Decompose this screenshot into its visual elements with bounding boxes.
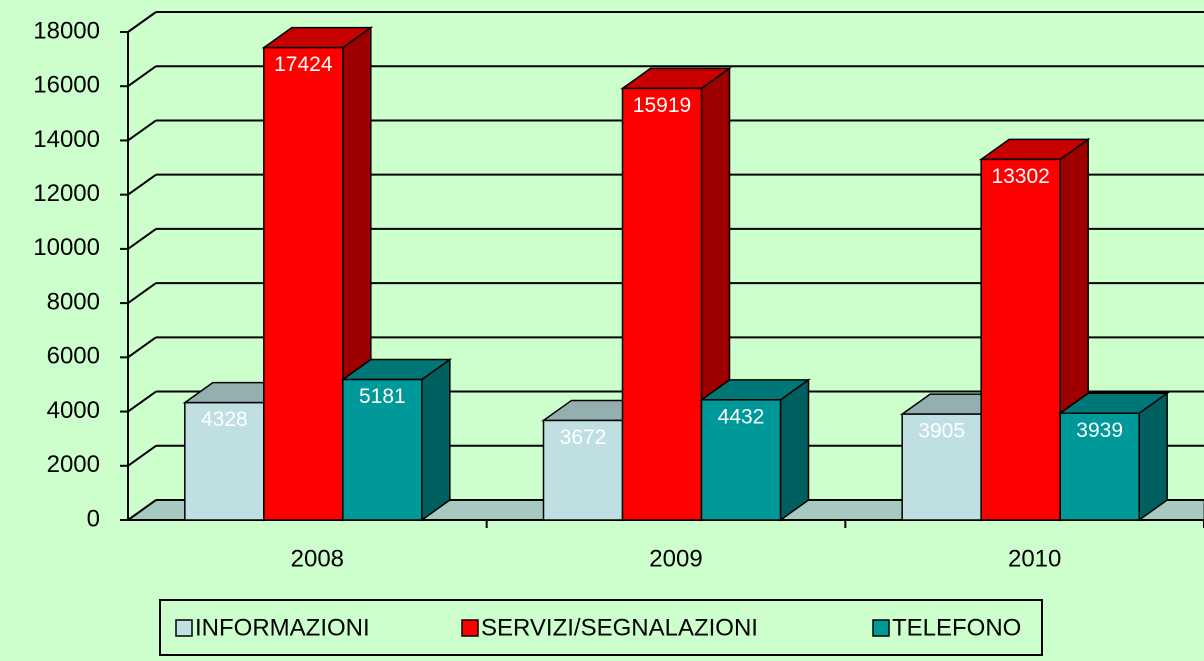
grid-diagonal	[127, 336, 157, 359]
data-label: 17424	[274, 53, 333, 76]
bar-side	[1138, 391, 1168, 522]
y-tick-label: 2000	[47, 451, 100, 478]
bar	[980, 158, 1061, 521]
grid-diagonal	[127, 173, 157, 196]
data-label: 3939	[1076, 419, 1123, 442]
data-label: 5181	[359, 385, 406, 408]
legend-swatch	[175, 619, 193, 637]
grid-diagonal	[127, 282, 157, 304]
y-tick-label: 6000	[47, 343, 100, 370]
data-label: 4328	[201, 408, 248, 431]
bar-side	[421, 358, 451, 522]
legend-box	[159, 599, 1043, 656]
data-label: 3905	[918, 420, 965, 443]
y-tick-label: 12000	[33, 180, 100, 207]
bar	[621, 87, 703, 521]
x-tick-label: 2009	[649, 545, 702, 572]
data-label: 15919	[633, 94, 691, 117]
legend-swatch	[872, 619, 890, 637]
data-label: 13302	[991, 165, 1049, 188]
grid-diagonal	[127, 11, 157, 33]
legend-label: TELEFONO	[892, 614, 1021, 641]
y-tick-label: 18000	[33, 17, 100, 44]
grid-diagonal	[127, 390, 157, 413]
legend-swatch	[461, 619, 479, 637]
bar	[184, 401, 265, 521]
x-tick-label: 2010	[1008, 545, 1061, 572]
y-tick-label: 10000	[33, 234, 100, 261]
data-label: 4432	[718, 405, 765, 428]
y-tick-label: 8000	[47, 288, 100, 315]
grid-diagonal	[127, 228, 157, 250]
bar	[1059, 412, 1140, 521]
y-tick-label: 0	[87, 505, 100, 532]
legend-label: SERVIZI/SEGNALAZIONI	[481, 614, 758, 641]
grid-diagonal	[127, 499, 157, 521]
y-tick-label: 4000	[47, 397, 100, 424]
bar	[342, 378, 423, 521]
data-label: 3672	[560, 426, 607, 449]
grid-diagonal	[127, 444, 157, 467]
bar	[901, 413, 982, 521]
bar	[263, 46, 344, 521]
legend-label: INFORMAZIONI	[195, 614, 370, 641]
grid-diagonal	[127, 65, 157, 88]
x-tick-label: 2008	[291, 545, 344, 572]
bar	[700, 399, 782, 521]
y-tick-label: 14000	[33, 126, 100, 153]
y-tick-label: 16000	[33, 72, 100, 99]
bar-side	[779, 378, 810, 522]
grid-diagonal	[127, 119, 157, 142]
bar	[542, 419, 624, 521]
